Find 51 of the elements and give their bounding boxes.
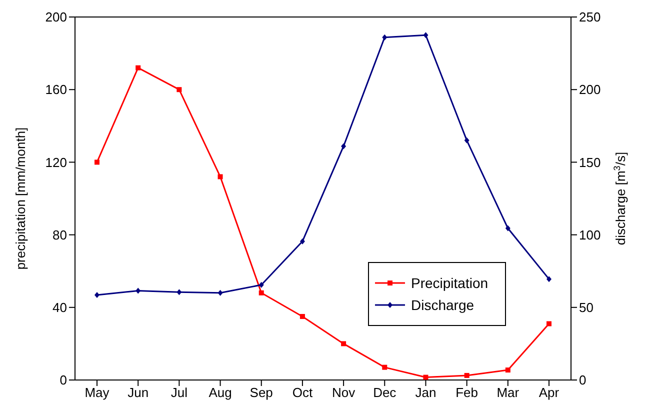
point [464, 137, 470, 144]
x-tick-label: Jul [170, 385, 188, 400]
x-tick-label: Jan [415, 385, 436, 400]
x-tick-label: Oct [292, 385, 313, 400]
point [382, 34, 388, 40]
point [176, 289, 182, 296]
point [341, 341, 346, 346]
point [300, 314, 305, 319]
point [382, 364, 388, 370]
x-tick-label: Jun [128, 385, 149, 400]
point [218, 290, 223, 296]
y-tick-label: 120 [45, 154, 67, 170]
y2-tick-label: 50 [579, 300, 594, 316]
y-axis-title: precipitation [mm/month] [13, 127, 28, 270]
y2-tick-label: 200 [579, 82, 601, 98]
x-tick-label: Feb [456, 385, 478, 400]
point [218, 174, 223, 180]
point [258, 290, 264, 296]
point [505, 368, 510, 373]
y-tick-label: 200 [45, 10, 67, 25]
point [464, 372, 470, 378]
x-tick-label: Nov [332, 385, 356, 400]
y-tick-label: 160 [45, 82, 67, 98]
point [176, 87, 182, 92]
point [136, 65, 141, 70]
point [546, 321, 552, 326]
x-tick-label: Mar [496, 385, 520, 400]
y-tick-label: 80 [52, 227, 67, 242]
point [136, 288, 141, 294]
point [94, 160, 100, 165]
point [94, 292, 100, 298]
point [341, 143, 346, 150]
point [546, 276, 552, 282]
legend-label: Precipitation [411, 275, 488, 291]
point [423, 32, 428, 38]
x-tick-label: Aug [208, 385, 232, 400]
x-tick-label: May [84, 385, 110, 400]
y-tick-label: 0 [60, 372, 67, 388]
point [258, 282, 264, 288]
legend-label: Discharge [411, 297, 474, 313]
point [505, 225, 510, 232]
y-tick-label: 40 [52, 300, 67, 316]
y2-tick-label: 0 [579, 372, 586, 388]
y2-tick-label: 250 [579, 10, 601, 25]
x-tick-label: Apr [538, 385, 560, 400]
x-tick-label: Dec [373, 385, 397, 400]
point [300, 238, 305, 244]
point [423, 374, 428, 380]
y2-tick-label: 100 [579, 227, 601, 242]
y2-tick-label: 150 [579, 154, 601, 170]
x-tick-label: Sep [250, 385, 273, 400]
